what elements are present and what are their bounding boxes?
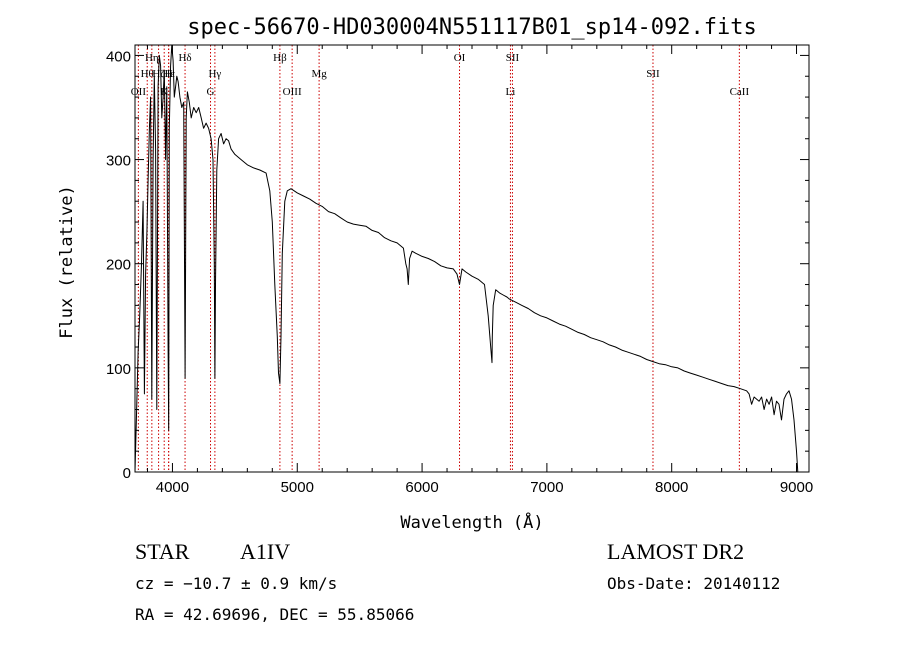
x-tick-label-0: 4000 [156, 479, 189, 496]
object-subclass: A1IV [240, 539, 290, 564]
axis-ticks: 4000 5000 6000 7000 8000 9000 0 100 200 300 400 [106, 45, 813, 496]
survey-name: LAMOST DR2 [607, 539, 744, 564]
marker-label-16: SII [646, 68, 660, 80]
spectral-line-markers: OIIHθHηHζKHHεHδGHγHβOIIIMgOILiSIISIICaII [131, 45, 750, 472]
y-tick-label-3: 300 [106, 153, 131, 170]
chart-title: spec-56670-HD030004N551117B01_sp14-092.f… [187, 15, 757, 40]
marker-label-15: SII [506, 52, 520, 64]
y-tick-label-1: 100 [106, 361, 131, 378]
observation-date: Obs-Date: 20140112 [607, 574, 780, 593]
x-tick-label-1: 5000 [281, 479, 314, 496]
marker-label-2: Hη [145, 52, 159, 64]
x-axis-label: Wavelength (Å) [400, 511, 543, 533]
x-tick-label-3: 7000 [530, 479, 563, 496]
x-tick-label-5: 9000 [780, 479, 813, 496]
plot-frame [134, 44, 810, 473]
marker-label-7: Hδ [178, 52, 191, 64]
y-tick-label-4: 400 [106, 48, 131, 65]
spectrum-line-0 [134, 44, 799, 473]
marker-label-6: Hε [162, 68, 175, 80]
marker-label-13: OI [454, 52, 466, 64]
marker-label-1: Hθ [141, 68, 154, 80]
marker-label-8: G [207, 86, 215, 98]
x-tick-label-4: 8000 [655, 479, 688, 496]
object-class: STAR [135, 539, 190, 564]
marker-label-9: Hγ [208, 68, 221, 80]
marker-label-11: OIII [283, 86, 302, 98]
marker-label-0: OII [131, 86, 147, 98]
redshift-value: cz = −10.7 ± 0.9 km/s [135, 574, 337, 593]
y-axis-label: Flux (relative) [57, 185, 77, 339]
coordinates: RA = 42.69696, DEC = 55.85066 [135, 605, 414, 624]
spectrum-series-group [134, 44, 799, 473]
marker-label-12: Mg [311, 68, 327, 80]
marker-label-17: CaII [730, 86, 750, 98]
y-tick-label-2: 200 [106, 257, 131, 274]
x-tick-label-2: 6000 [405, 479, 438, 496]
y-tick-label-0: 0 [123, 465, 131, 482]
marker-label-14: Li [506, 86, 516, 98]
marker-label-10: Hβ [273, 52, 287, 64]
